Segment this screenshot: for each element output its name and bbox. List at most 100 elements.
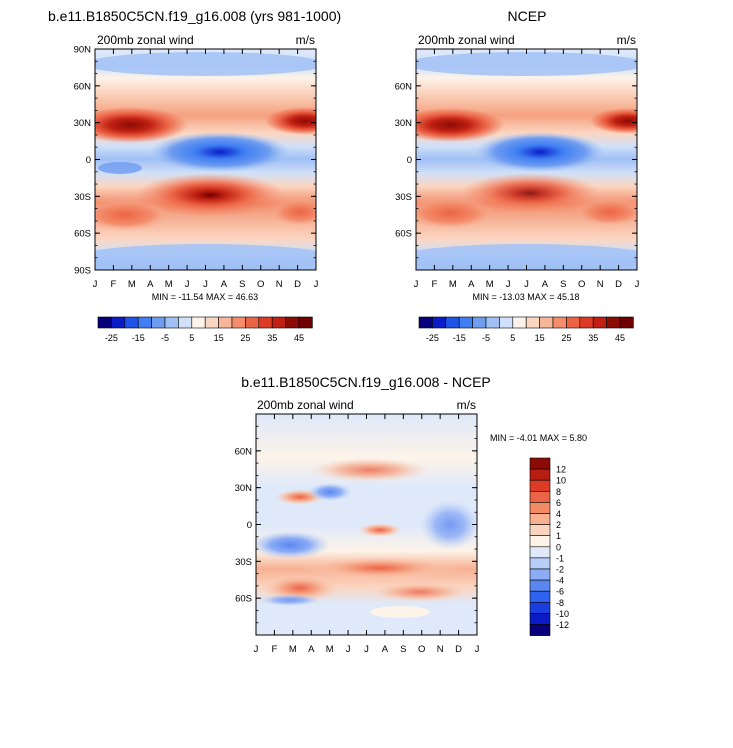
colorbar-label: -5: [161, 333, 169, 343]
colorbar-swatch: [529, 557, 551, 570]
y-tick-label: 60S: [235, 594, 252, 605]
panel-1-title: b.e11.B1850C5CN.f19_g16.008 (yrs 981-100…: [48, 8, 341, 24]
colorbar-swatch: [525, 316, 540, 329]
y-tick-label: 60S: [74, 229, 91, 240]
x-tick-label: O: [257, 279, 264, 290]
panel-model: b.e11.B1850C5CN.f19_g16.008 (yrs 981-100…: [48, 8, 341, 343]
y-tick-label: 0: [407, 155, 412, 166]
colorbar-swatch: [445, 316, 460, 329]
colorbar-swatch: [619, 316, 634, 329]
colorbar-swatch: [124, 316, 139, 329]
colorbar-swatch: [592, 316, 607, 329]
colorbar-swatch: [529, 546, 551, 559]
x-tick-label: N: [437, 644, 444, 655]
colorbar-swatch: [529, 590, 551, 603]
colorbar-label: 0: [556, 542, 561, 552]
panel-1-variable-label: 200mb zonal wind: [97, 33, 194, 47]
colorbar-swatch: [432, 316, 447, 329]
x-tick-label: J: [254, 644, 259, 655]
colorbar-swatch: [499, 316, 514, 329]
colorbar-swatch: [552, 316, 567, 329]
colorbar-label: -8: [556, 598, 564, 608]
y-tick-label: 30S: [74, 192, 91, 203]
colorbar-swatch: [151, 316, 166, 329]
panel-2-min-max: MIN = -13.03 MAX = 45.18: [472, 292, 579, 302]
colorbar-swatch: [529, 613, 551, 625]
colorbar-swatch: [529, 535, 551, 548]
colorbar-swatch: [137, 316, 152, 329]
colorbar-label: -6: [556, 587, 564, 597]
colorbar-swatch: [178, 316, 193, 329]
colorbar-label: -25: [426, 333, 439, 343]
colorbar-label: 10: [556, 476, 566, 486]
x-tick-label: M: [128, 279, 136, 290]
x-tick-label: O: [578, 279, 585, 290]
colorbar-swatch: [258, 316, 273, 329]
colorbar-swatch: [512, 316, 527, 329]
colorbar-swatch: [566, 316, 581, 329]
colorbar-label: 5: [510, 333, 515, 343]
colorbar-label: -4: [556, 576, 564, 586]
panel-3-title: b.e11.B1850C5CN.f19_g16.008 - NCEP: [241, 374, 491, 390]
x-tick-label: M: [449, 279, 457, 290]
colorbar-swatch: [529, 513, 551, 525]
x-tick-label: J: [314, 279, 319, 290]
colorbar-label: 45: [294, 333, 304, 343]
x-tick-label: M: [486, 279, 494, 290]
x-tick-label: J: [524, 279, 529, 290]
panel-1-units: m/s: [296, 33, 315, 47]
colorbar-label: -10: [556, 609, 569, 619]
colorbar-swatch: [529, 502, 551, 514]
colorbar-label: 15: [214, 333, 224, 343]
x-tick-label: S: [560, 279, 566, 290]
x-tick-label: N: [597, 279, 604, 290]
x-tick-label: O: [418, 644, 425, 655]
colorbar-swatch: [245, 316, 260, 329]
x-tick-label: J: [506, 279, 511, 290]
colorbar-label: -5: [482, 333, 490, 343]
colorbar-swatch: [529, 579, 551, 592]
colorbar-label: 45: [615, 333, 625, 343]
colorbar-label: 35: [267, 333, 277, 343]
colorbar-label: 4: [556, 509, 561, 519]
x-tick-label: J: [185, 279, 190, 290]
colorbar-label: 8: [556, 487, 561, 497]
x-tick-label: M: [289, 644, 297, 655]
colorbar-label: -15: [132, 333, 145, 343]
colorbar-swatch: [231, 316, 246, 329]
panel-1-contour-field: [95, 49, 316, 270]
colorbar-label: 35: [588, 333, 598, 343]
x-tick-label: S: [400, 644, 406, 655]
panel-2-colorbar: -25 -15 -5 5 15 25 35 45: [418, 316, 634, 343]
colorbar-label: 6: [556, 498, 561, 508]
x-tick-label: D: [615, 279, 622, 290]
x-tick-label: J: [364, 644, 369, 655]
y-tick-label: 60N: [74, 81, 92, 92]
y-tick-label: 30N: [235, 483, 253, 494]
colorbar-swatch: [579, 316, 594, 329]
panel-2-contour-field: [416, 49, 637, 270]
colorbar-swatch: [485, 316, 500, 329]
x-tick-label: F: [111, 279, 117, 290]
colorbar-swatch: [271, 316, 286, 329]
colorbar-label: -2: [556, 565, 564, 575]
y-tick-label: 30S: [235, 557, 252, 568]
x-tick-label: A: [147, 279, 154, 290]
panel-ncep: NCEP 200mb zonal wind m/s 60N 30N 0 30S 60S J…: [395, 8, 640, 343]
colorbar-swatch: [529, 624, 551, 636]
x-tick-label: J: [203, 279, 208, 290]
x-tick-label: F: [272, 644, 278, 655]
colorbar-swatch: [529, 568, 551, 581]
x-tick-label: A: [221, 279, 228, 290]
y-tick-label: 30N: [74, 118, 92, 129]
panel-1-colorbar: -25 -15 -5 5 15 25 35 45: [97, 316, 313, 343]
panel-2-title: NCEP: [508, 8, 547, 24]
x-tick-label: A: [468, 279, 475, 290]
colorbar-swatch: [418, 316, 433, 329]
colorbar-swatch: [539, 316, 554, 329]
x-tick-label: N: [276, 279, 283, 290]
